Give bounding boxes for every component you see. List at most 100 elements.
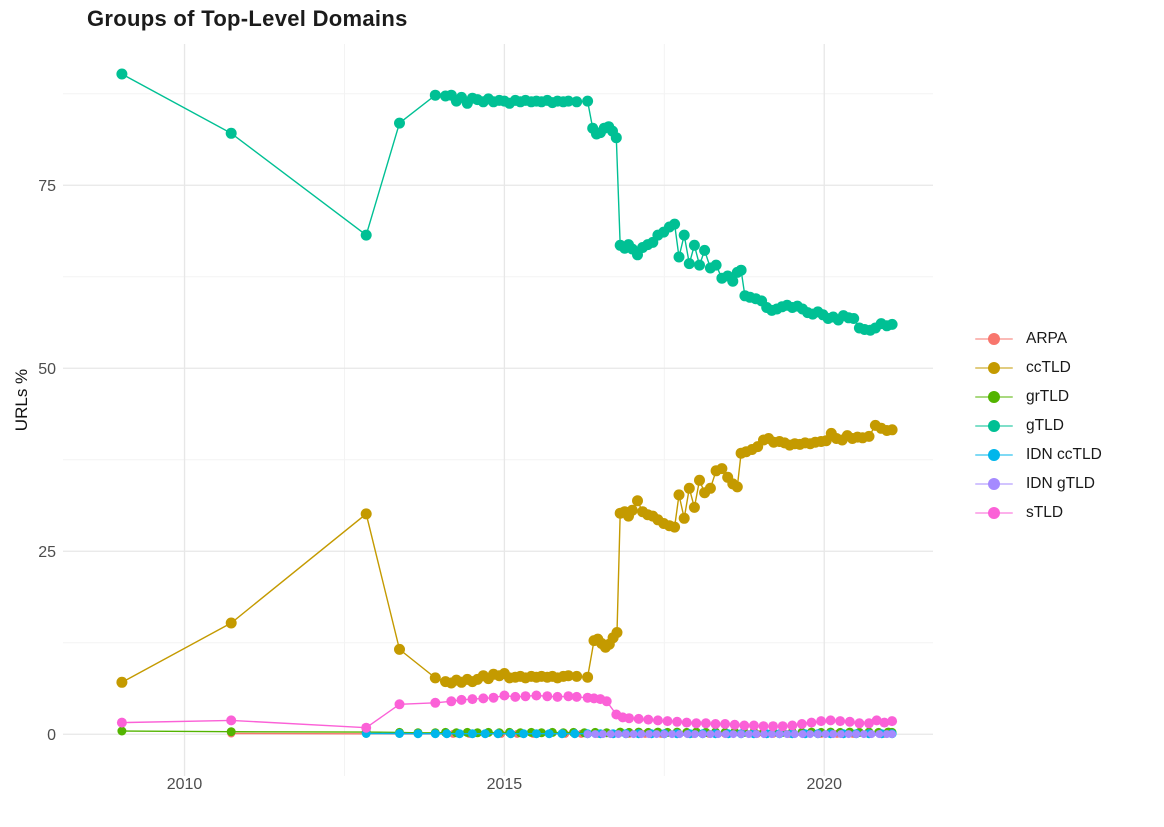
data-point-sTLD — [499, 690, 510, 701]
data-point-IDN-ccTLD — [557, 729, 567, 739]
data-point-IDN-gTLD — [752, 730, 761, 739]
data-point-IDN-gTLD — [806, 730, 815, 739]
data-point-IDN-ccTLD — [570, 729, 580, 739]
data-point-gTLD — [673, 251, 685, 263]
legend-item-ARPA: ARPA — [975, 324, 1102, 353]
data-point-IDN-gTLD — [591, 730, 600, 739]
data-point-ccTLD — [360, 508, 372, 520]
data-point-IDN-gTLD — [767, 730, 776, 739]
data-point-ccTLD — [116, 676, 128, 688]
data-point-IDN-gTLD — [668, 730, 676, 739]
data-point-ccTLD — [716, 463, 728, 475]
data-point-sTLD — [871, 715, 882, 726]
data-point-gTLD — [571, 96, 583, 108]
legend-key-icon — [975, 361, 1013, 375]
legend: ARPA ccTLD grTLD gTLD IDN ccTLD IDN gTLD sTLD — [975, 324, 1102, 527]
data-point-sTLD — [879, 717, 890, 728]
data-point-IDN-gTLD — [614, 730, 623, 739]
legend-key-icon — [975, 448, 1013, 462]
data-point-IDN-gTLD — [583, 730, 592, 739]
data-point-grTLD — [226, 727, 236, 737]
data-point-ccTLD — [694, 474, 705, 486]
legend-item-IDN-gTLD: IDN gTLD — [975, 469, 1102, 498]
data-point-IDN-gTLD — [867, 730, 876, 739]
data-point-sTLD — [571, 691, 582, 702]
data-point-sTLD — [748, 720, 759, 731]
data-point-IDN-gTLD — [675, 730, 684, 739]
data-point-IDN-ccTLD — [493, 729, 503, 739]
data-point-IDN-gTLD — [698, 730, 707, 739]
y-tick-label: 50 — [38, 361, 56, 378]
data-point-IDN-ccTLD — [455, 729, 465, 739]
data-point-IDN-ccTLD — [531, 729, 541, 739]
legend-key-dot — [988, 448, 1000, 461]
data-point-IDN-ccTLD — [467, 729, 477, 739]
legend-key-icon — [975, 477, 1013, 491]
legend-label: gTLD — [1026, 416, 1064, 434]
data-point-IDN-gTLD — [652, 730, 661, 739]
data-point-sTLD — [854, 718, 865, 729]
data-point-ccTLD — [626, 504, 638, 516]
data-point-sTLD — [456, 694, 467, 705]
data-point-IDN-gTLD — [875, 730, 884, 739]
legend-key-icon — [975, 419, 1013, 433]
legend-item-IDN-ccTLD: IDN ccTLD — [975, 440, 1102, 469]
data-point-gTLD — [669, 218, 681, 230]
legend-key-dot — [988, 506, 1000, 519]
data-point-ccTLD — [673, 489, 685, 501]
data-point-gTLD — [429, 89, 441, 101]
x-tick-label: 2010 — [167, 776, 203, 793]
data-point-gTLD — [699, 244, 711, 256]
y-tick-label: 0 — [47, 727, 56, 744]
data-point-sTLD — [739, 720, 750, 731]
data-point-sTLD — [662, 716, 673, 727]
data-point-ccTLD — [611, 627, 623, 638]
data-point-gTLD — [582, 95, 594, 107]
data-point-sTLD — [478, 693, 489, 704]
data-point-IDN-gTLD — [836, 730, 845, 739]
data-point-ccTLD — [571, 670, 583, 682]
data-point-ccTLD — [731, 481, 743, 493]
data-point-IDN-gTLD — [629, 730, 638, 739]
data-point-IDN-gTLD — [729, 730, 738, 739]
data-point-IDN-gTLD — [637, 730, 646, 739]
data-point-sTLD — [446, 696, 457, 707]
data-point-sTLD — [864, 718, 874, 729]
data-point-sTLD — [825, 715, 836, 726]
data-point-gTLD — [683, 258, 695, 270]
chart-title: Groups of Top-Level Domains — [87, 6, 408, 31]
data-point-IDN-gTLD — [714, 730, 723, 739]
data-point-sTLD — [768, 721, 779, 732]
legend-item-sTLD: sTLD — [975, 498, 1102, 527]
data-point-sTLD — [430, 697, 441, 708]
data-point-sTLD — [806, 717, 817, 728]
legend-label: ARPA — [1026, 329, 1068, 347]
data-point-ccTLD — [688, 501, 700, 513]
data-point-IDN-gTLD — [606, 730, 615, 739]
data-point-IDN-gTLD — [660, 730, 669, 739]
data-point-ccTLD — [225, 617, 237, 629]
data-point-sTLD — [467, 694, 478, 705]
data-point-IDN-gTLD — [691, 730, 699, 739]
data-point-IDN-gTLD — [683, 730, 692, 739]
data-point-IDN-gTLD — [790, 730, 799, 739]
data-point-sTLD — [796, 719, 807, 729]
data-point-sTLD — [720, 719, 731, 729]
data-point-gTLD — [848, 313, 860, 324]
data-point-sTLD — [643, 714, 654, 725]
data-point-IDN-gTLD — [798, 730, 807, 739]
data-point-sTLD — [633, 713, 644, 724]
data-point-IDN-ccTLD — [519, 729, 529, 739]
data-point-IDN-gTLD — [844, 730, 853, 739]
legend-item-gTLD: gTLD — [975, 411, 1102, 440]
data-point-ccTLD — [669, 521, 681, 533]
data-point-sTLD — [552, 691, 563, 702]
data-point-ccTLD — [704, 482, 716, 494]
data-point-IDN-ccTLD — [395, 729, 404, 738]
data-point-gTLD — [710, 259, 722, 271]
data-point-ccTLD — [429, 672, 441, 684]
data-point-sTLD — [520, 691, 531, 702]
data-point-gTLD — [610, 132, 622, 144]
